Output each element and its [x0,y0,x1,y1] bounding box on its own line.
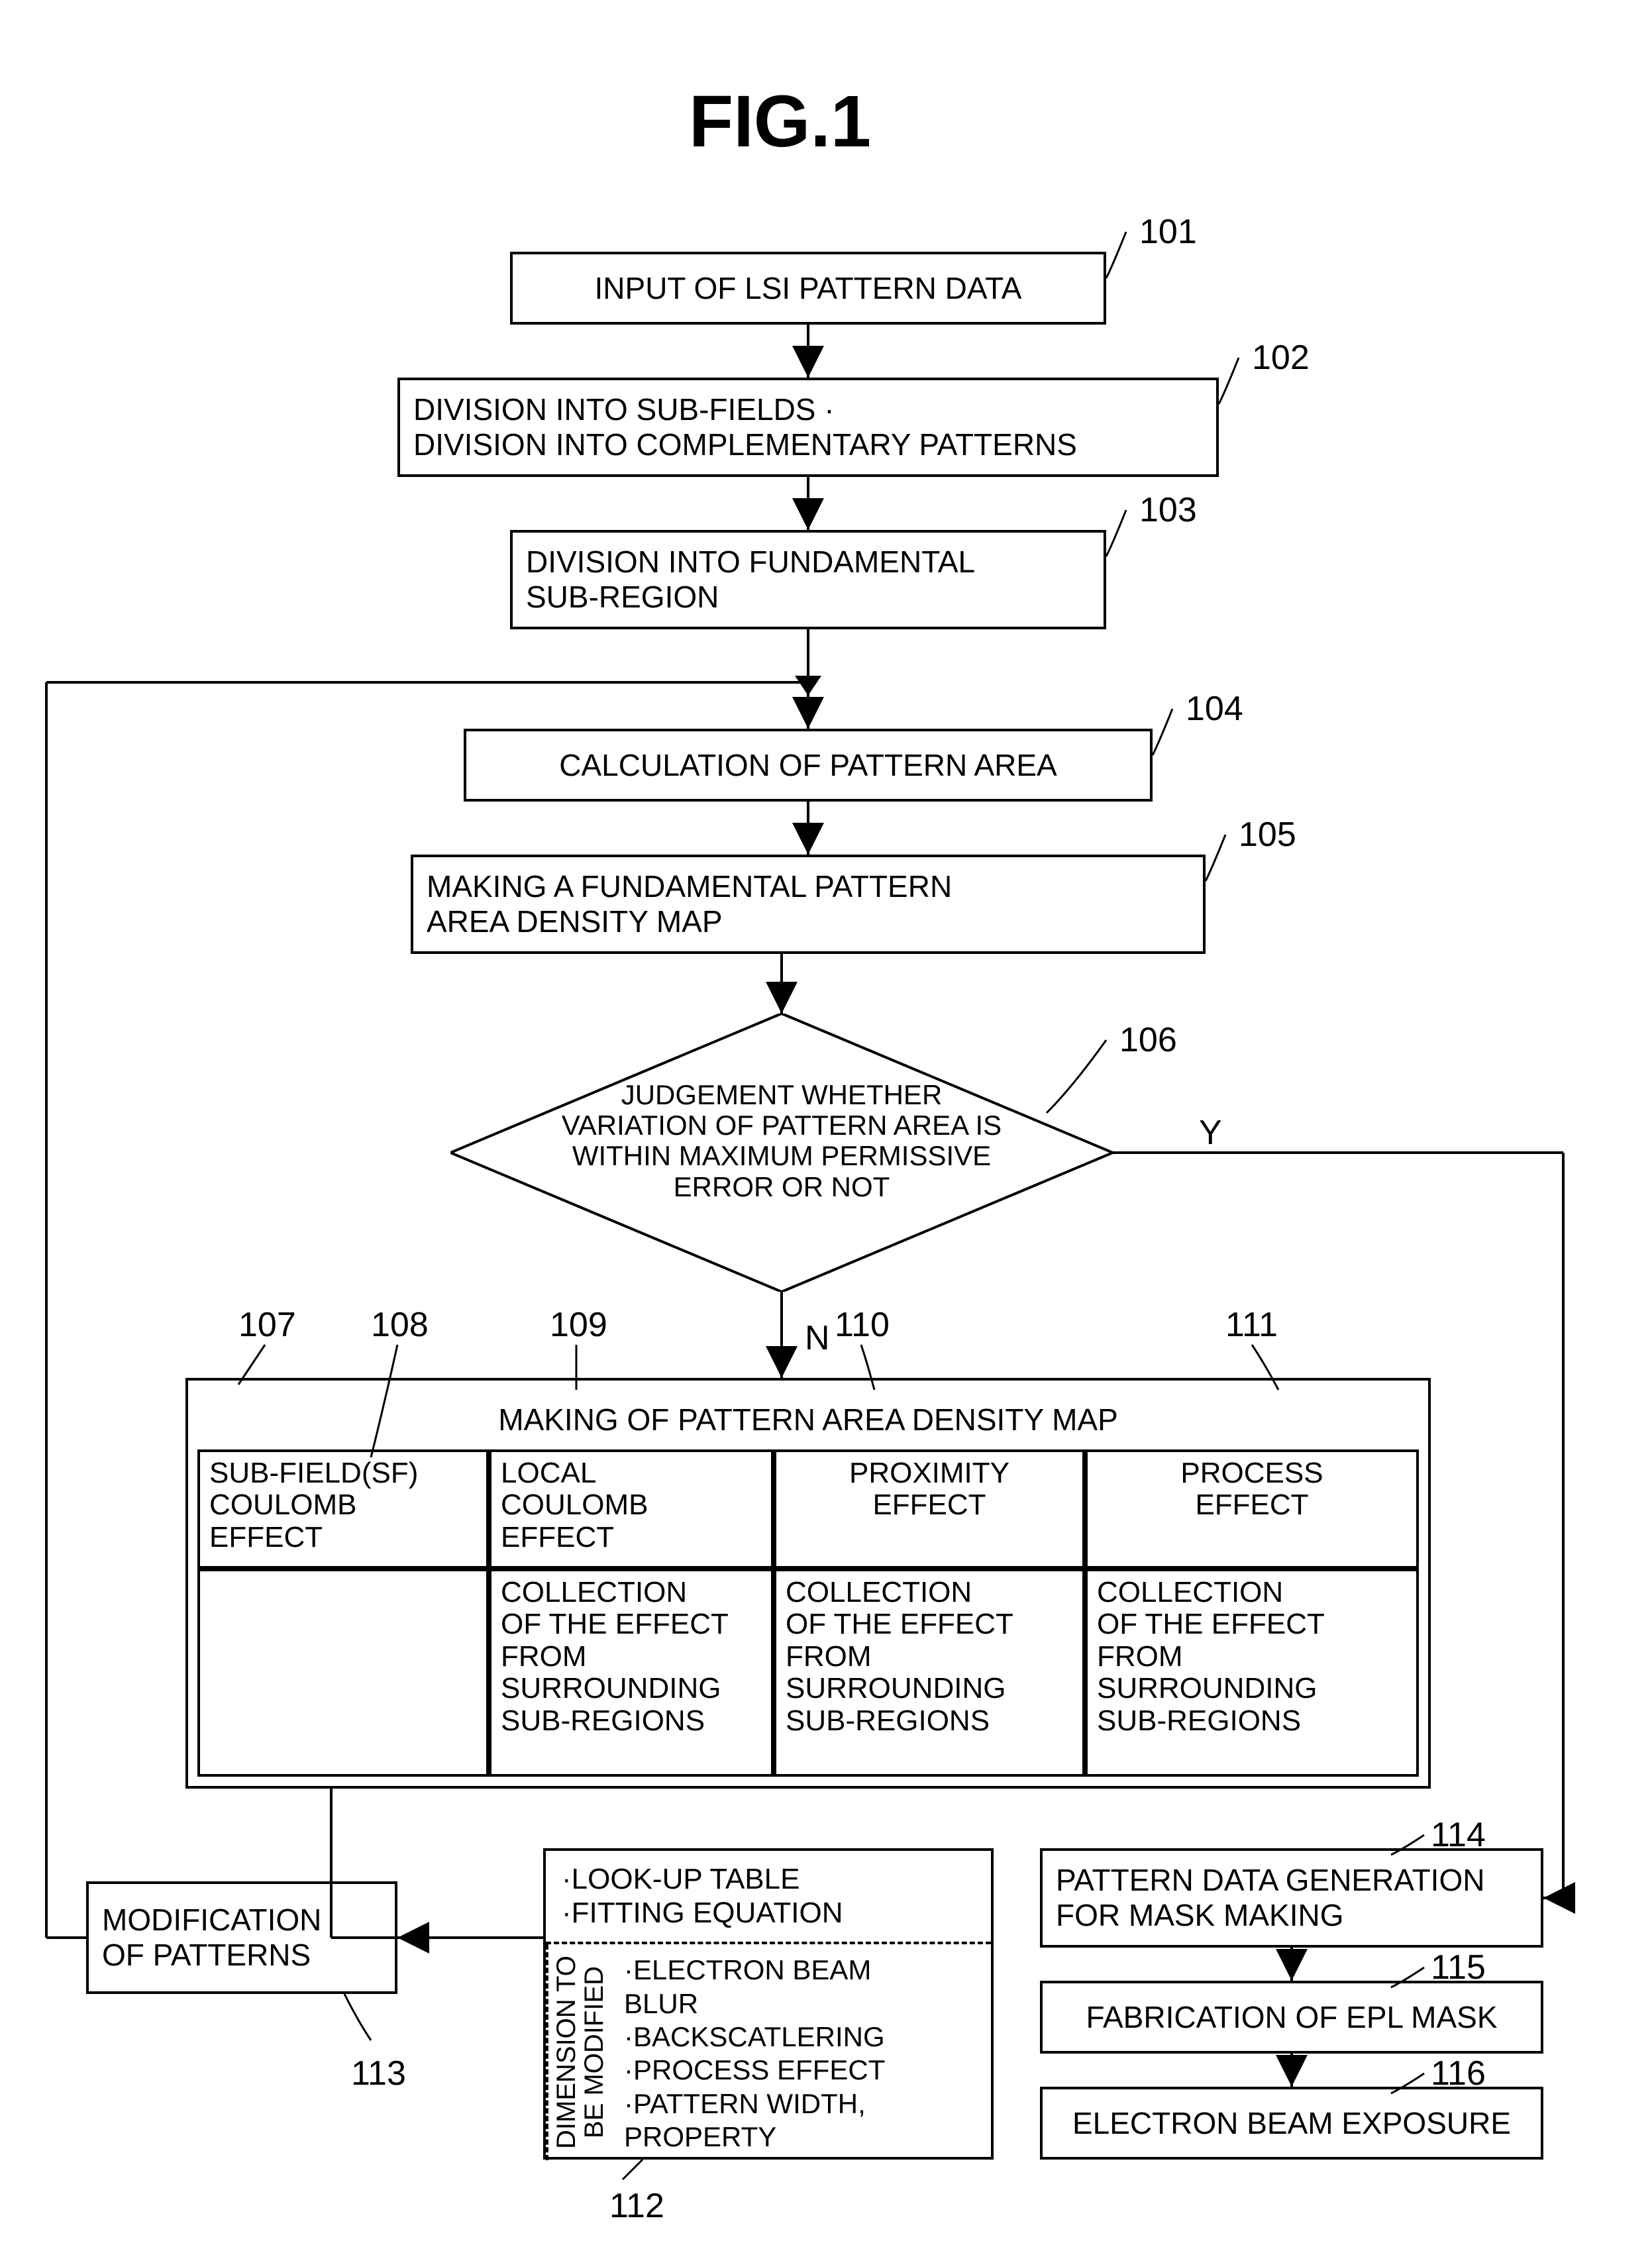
decision-no: N [805,1318,830,1358]
label-105: 105 [1239,815,1296,855]
label-114: 114 [1431,1815,1486,1855]
label-111: 111 [1225,1305,1278,1345]
label-109: 109 [550,1305,607,1345]
label-113: 113 [351,2054,406,2093]
dimension-side: DIMENSION TO BE MODIFIED [546,1944,612,2160]
step-105: MAKING A FUNDAMENTAL PATTERN AREA DENSIT… [411,855,1206,954]
modification-box-113: MODIFICATION OF PATTERNS [86,1881,397,1994]
col-111-collection: COLLECTION OF THE EFFECT FROM SURROUNDIN… [1085,1569,1419,1777]
label-103: 103 [1139,490,1197,530]
decision-yes: Y [1199,1113,1222,1153]
label-116: 116 [1431,2054,1486,2093]
col-109-collection: COLLECTION OF THE EFFECT FROM SURROUNDIN… [489,1569,774,1777]
col-110-collection: COLLECTION OF THE EFFECT FROM SURROUNDIN… [774,1569,1085,1777]
label-101: 101 [1139,212,1197,252]
lookup-top: ·LOOK-UP TABLE ·FITTING EQUATION [546,1851,991,1942]
decision-106-text: JUDGEMENT WHETHER VARIATION OF PATTERN A… [450,1080,1113,1202]
step-101-text: INPUT OF LSI PATTERN DATA [595,271,1022,306]
label-107: 107 [238,1305,296,1345]
step-105-text: MAKING A FUNDAMENTAL PATTERN AREA DENSIT… [427,869,952,939]
col-108-collection [197,1569,489,1777]
step-101: INPUT OF LSI PATTERN DATA [510,252,1106,325]
step-103-text: DIVISION INTO FUNDAMENTAL SUB-REGION [526,545,975,615]
label-112: 112 [609,2186,664,2226]
label-110: 110 [835,1305,890,1345]
step-114: PATTERN DATA GENERATION FOR MASK MAKING [1040,1848,1543,1948]
label-106: 106 [1119,1020,1177,1060]
label-104: 104 [1186,689,1243,729]
col-110-header: PROXIMITY EFFECT [774,1449,1085,1569]
step-116: ELECTRON BEAM EXPOSURE [1040,2087,1543,2160]
col-109-header: LOCAL COULOMB EFFECT [489,1449,774,1569]
density-map-title: MAKING OF PATTERN AREA DENSITY MAP [197,1390,1419,1449]
figure-title: FIG.1 [689,79,871,164]
step-103: DIVISION INTO FUNDAMENTAL SUB-REGION [510,530,1106,629]
step-102-text: DIVISION INTO SUB-FIELDS · DIVISION INTO… [413,392,1077,462]
label-115: 115 [1431,1948,1486,1987]
col-111-header: PROCESS EFFECT [1085,1449,1419,1569]
label-108: 108 [371,1305,429,1345]
lookup-list: ·ELECTRON BEAM BLUR ·BACKSCATLERING ·PRO… [612,1944,897,2160]
col-108-header: SUB-FIELD(SF) COULOMB EFFECT [197,1449,489,1569]
step-102: DIVISION INTO SUB-FIELDS · DIVISION INTO… [397,378,1219,477]
decision-106: JUDGEMENT WHETHER VARIATION OF PATTERN A… [450,1014,1113,1292]
step-104-text: CALCULATION OF PATTERN AREA [559,748,1057,783]
step-104: CALCULATION OF PATTERN AREA [464,729,1153,802]
label-102: 102 [1252,338,1310,378]
step-115: FABRICATION OF EPL MASK [1040,1981,1543,2054]
lookup-box-112: ·LOOK-UP TABLE ·FITTING EQUATION DIMENSI… [543,1848,994,2160]
